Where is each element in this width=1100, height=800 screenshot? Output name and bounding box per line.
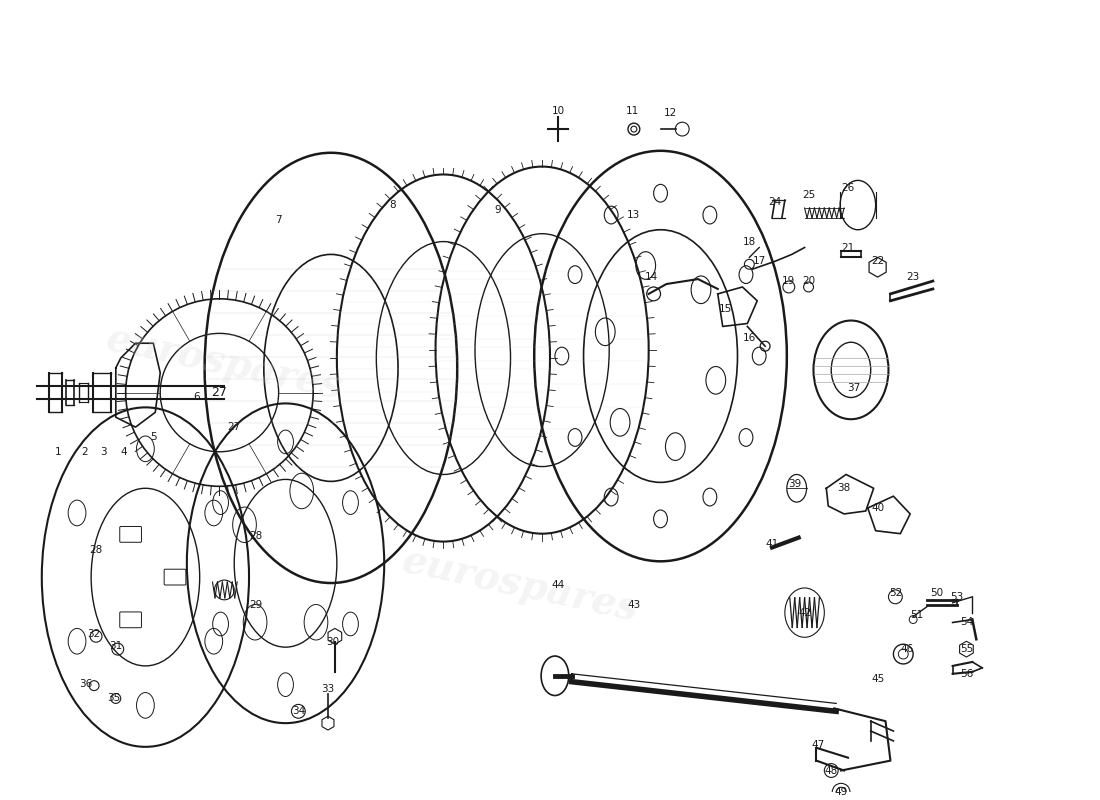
Text: 20: 20 [802,276,815,286]
Text: 55: 55 [960,644,974,654]
Text: 18: 18 [742,237,756,246]
Text: 50: 50 [931,588,944,598]
Text: 28: 28 [89,546,102,555]
Text: 17: 17 [752,256,766,266]
Text: 13: 13 [627,210,640,220]
Text: 46: 46 [901,644,914,654]
Text: eurospares: eurospares [398,542,642,629]
Text: eurospares: eurospares [102,319,346,406]
Text: 33: 33 [321,684,334,694]
Text: 34: 34 [292,706,305,716]
Text: 12: 12 [663,108,676,118]
Text: 29: 29 [250,600,263,610]
Text: 43: 43 [627,600,640,610]
Text: 27: 27 [211,386,228,399]
Text: 32: 32 [88,630,101,639]
Text: 44: 44 [551,580,564,590]
Text: 14: 14 [645,272,658,282]
Text: 35: 35 [107,694,121,703]
Text: 56: 56 [960,669,974,679]
Text: 30: 30 [327,638,340,647]
Text: 16: 16 [742,334,756,343]
Text: 45: 45 [871,674,884,684]
Text: 25: 25 [802,190,815,200]
Text: 9: 9 [494,205,501,215]
Text: 26: 26 [842,183,855,194]
Text: 11: 11 [626,106,639,116]
Text: 5: 5 [150,432,156,442]
Text: 40: 40 [871,503,884,513]
Text: 28: 28 [250,530,263,541]
Text: 37: 37 [847,382,860,393]
Text: 52: 52 [889,588,902,598]
Text: 1: 1 [55,446,62,457]
Text: 42: 42 [798,608,811,618]
Text: 15: 15 [719,304,733,314]
Text: 2: 2 [81,446,88,457]
Text: 48: 48 [825,766,838,775]
Text: 53: 53 [950,592,964,602]
Text: 41: 41 [766,538,779,549]
Text: 19: 19 [782,276,795,286]
Text: 27: 27 [228,422,241,432]
Text: 21: 21 [842,242,855,253]
Text: 8: 8 [388,200,395,210]
Text: 10: 10 [551,106,564,116]
Text: 22: 22 [871,256,884,266]
Text: 36: 36 [79,678,92,689]
Text: 51: 51 [911,610,924,619]
Text: 47: 47 [812,740,825,750]
Text: 38: 38 [837,483,850,494]
Text: 6: 6 [194,393,200,402]
Text: 39: 39 [788,479,802,490]
Text: 3: 3 [101,446,108,457]
Text: 49: 49 [835,787,848,798]
Text: 23: 23 [906,272,920,282]
Text: 4: 4 [120,446,127,457]
Text: 31: 31 [109,641,122,651]
Text: 24: 24 [769,197,782,207]
Text: 54: 54 [960,618,974,627]
Text: 7: 7 [275,215,282,225]
